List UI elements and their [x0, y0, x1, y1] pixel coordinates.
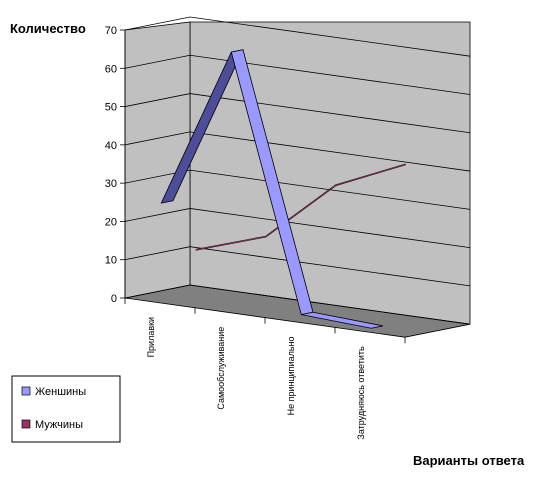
gridline — [124, 284, 471, 325]
y-tick-label: 20 — [105, 216, 117, 228]
x-category-label: Не принципиально — [286, 337, 296, 416]
x-category-label: Самообслуживание — [216, 327, 226, 410]
gridline — [124, 208, 471, 249]
gridline — [124, 16, 471, 57]
legend-label-women: Женшины — [35, 386, 86, 398]
y-tick-label: 0 — [111, 293, 117, 305]
x-category-label: Прилавки — [146, 317, 156, 358]
y-axis-title: Количество — [10, 21, 86, 36]
y-tick-label: 70 — [105, 25, 117, 37]
chart-side-wall — [124, 21, 191, 299]
x-category-label: Затрудняюсь ответить — [356, 346, 366, 440]
y-tick-label: 50 — [105, 102, 117, 114]
legend-label-men: Мужчины — [35, 419, 83, 431]
legend: Женшины Мужчины — [11, 375, 121, 443]
series-line-men-inner — [195, 163, 406, 251]
gridline — [124, 246, 471, 287]
gridline — [124, 54, 471, 95]
legend-swatch-women — [21, 386, 31, 396]
y-tick-label: 10 — [105, 255, 117, 267]
legend-swatch-men — [21, 419, 31, 429]
y-tick-label: 60 — [105, 63, 117, 75]
gridline — [124, 93, 471, 134]
gridline — [124, 131, 471, 172]
x-axis-title: Варианты ответа — [413, 453, 525, 468]
series-ribbon-women — [301, 311, 384, 329]
y-tick-label: 30 — [105, 178, 117, 190]
gridline — [124, 169, 471, 210]
y-tick-label: 40 — [105, 140, 117, 152]
